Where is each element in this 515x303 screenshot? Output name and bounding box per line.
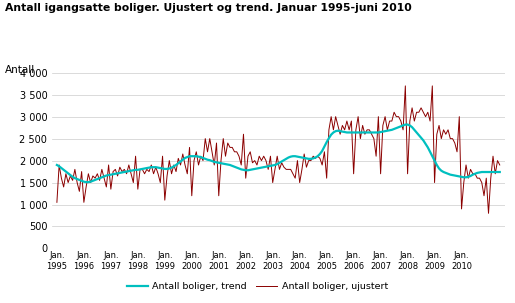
Text: Antall: Antall — [5, 65, 36, 75]
Legend: Antall boliger, trend, Antall boliger, ujustert: Antall boliger, trend, Antall boliger, u… — [123, 279, 392, 295]
Text: Antall igangsatte boliger. Ujustert og trend. Januar 1995-juni 2010: Antall igangsatte boliger. Ujustert og t… — [5, 3, 412, 13]
